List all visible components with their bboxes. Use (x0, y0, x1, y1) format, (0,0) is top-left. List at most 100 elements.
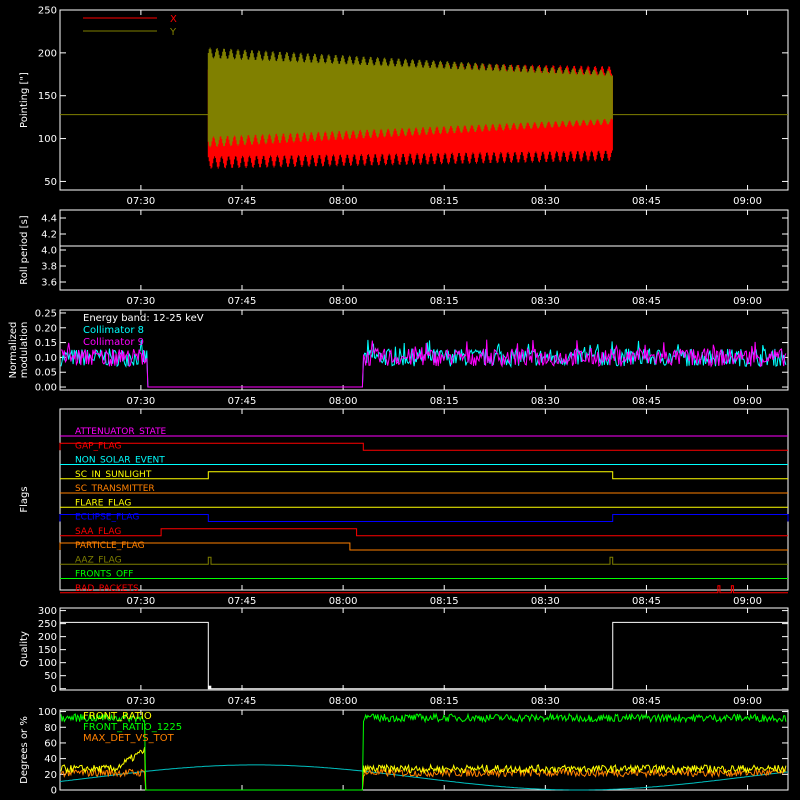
x-tick-label: 08:45 (632, 196, 661, 207)
x-tick-label: 08:30 (531, 296, 560, 307)
flag-trace (59, 442, 788, 451)
y-tick-label: 0.00 (35, 383, 57, 394)
flag-trace (60, 585, 788, 594)
legend-label: FRONT_RATIO (83, 711, 152, 722)
x-tick-label: 08:15 (430, 396, 459, 407)
flag-label: GAP_FLAG (75, 441, 121, 451)
y-tick-label: 0 (51, 786, 57, 797)
legend-label: MAX_DET_VS_TOT (83, 733, 175, 744)
x-tick-label: 08:45 (632, 696, 661, 707)
flag-label: AAZ_FLAG (75, 555, 122, 565)
panel-2: 07:30 07:45 08:00 08:15 08:30 08:45 09:00 3.6 3.… (19, 209, 789, 307)
y-tick-label: 150 (38, 91, 57, 102)
y-tick-label: 50 (44, 177, 57, 188)
y-tick-label: 40 (44, 754, 57, 765)
x-tick-label: 09:00 (733, 396, 762, 407)
flag-label: FLARE_FLAG (75, 498, 131, 508)
y-tick-label: 80 (44, 723, 57, 734)
x-tick-label: 08:30 (531, 196, 560, 207)
y-tick-label: 50 (44, 671, 57, 682)
legend-label: Collimator 9 (83, 337, 144, 348)
y-axis-label: Degrees or % (19, 716, 30, 784)
legend-label: X (170, 14, 177, 25)
flag-trace (60, 528, 788, 537)
y-tick-label: 0.20 (35, 323, 57, 334)
x-tick-label: 07:30 (126, 396, 155, 407)
x-tick-label: 07:45 (228, 296, 257, 307)
x-tick-label: 08:00 (329, 396, 358, 407)
flag-label: ECLIPSE_FLAG (75, 513, 139, 523)
x-tick-label: 07:30 (126, 296, 155, 307)
panel-frame (59, 709, 789, 791)
y-tick-label: 60 (44, 738, 57, 749)
y-tick-label: 3.6 (41, 278, 57, 289)
legend-label: Y (169, 27, 177, 38)
y-tick-label: 150 (38, 645, 57, 656)
panel-frame (59, 209, 789, 291)
flag-trace (59, 514, 789, 522)
flag-label: SC_TRANSMITTER (75, 484, 155, 494)
panel-frame (59, 607, 789, 691)
y-tick-label: 0.05 (35, 368, 57, 379)
x-tick-label: 08:45 (632, 596, 661, 607)
flag-label: NON_SOLAR_EVENT (75, 456, 165, 466)
y-axis-label: Roll period [s] (19, 215, 30, 284)
series-collimator-9-trace (60, 339, 787, 388)
panel-6: 0 20 40 60 80 100 Degrees or % FRONT_RATIOFRONT… (19, 707, 789, 797)
series-y-trace (207, 47, 613, 148)
flag-trace (60, 471, 788, 480)
front-ratio-1225-trace (60, 712, 787, 791)
x-tick-label: 07:30 (126, 696, 155, 707)
y-axis-label: Flags (19, 486, 30, 512)
y-tick-label: 3.8 (41, 262, 57, 273)
panel-frame (59, 408, 789, 591)
y-tick-label: 4.2 (41, 230, 57, 241)
legend-label: Collimator 8 (83, 325, 144, 336)
x-tick-label: 08:15 (430, 296, 459, 307)
flag-label: FRONTS_OFF (75, 570, 133, 580)
x-tick-label: 09:00 (733, 596, 762, 607)
y-tick-label: 250 (38, 619, 57, 630)
panel-5: 07:30 07:45 08:00 08:15 08:30 08:45 09:00 0 50 10… (19, 606, 789, 707)
y-tick-label: 200 (38, 632, 57, 643)
flag-label: SAA_FLAG (75, 527, 121, 537)
x-tick-label: 07:30 (126, 196, 155, 207)
sun-angle-trace (59, 764, 789, 791)
quality-marker (208, 685, 212, 689)
x-tick-label: 07:45 (228, 696, 257, 707)
y-tick-label: 250 (38, 6, 57, 17)
panel-4: 07:30 07:45 08:00 08:15 08:30 08:45 09:00 Flags… (19, 408, 789, 607)
x-tick-label: 09:00 (733, 196, 762, 207)
x-tick-label: 07:30 (126, 596, 155, 607)
flag-label: ATTENUATOR_STATE (75, 427, 167, 437)
x-tick-label: 07:45 (228, 196, 257, 207)
y-tick-label: 0.25 (35, 308, 57, 319)
legend-label: Energy band: 12-25 keV (83, 313, 204, 324)
y-axis-label: modulation (19, 322, 30, 379)
flag-trace (59, 542, 788, 551)
quality-trace (60, 621, 788, 690)
flag-label: SC_IN_SUNLIGHT (75, 470, 152, 480)
legend-label: FRONT_RATIO_1225 (83, 722, 182, 733)
y-tick-label: 300 (38, 606, 57, 617)
panel-frame (59, 309, 789, 391)
y-tick-label: 4.4 (41, 214, 57, 225)
y-tick-label: 100 (38, 134, 57, 145)
x-tick-label: 09:00 (733, 696, 762, 707)
y-tick-label: 0.10 (35, 353, 57, 364)
y-tick-label: 100 (38, 707, 57, 718)
x-tick-label: 08:30 (531, 696, 560, 707)
panel-frame (59, 9, 789, 191)
y-tick-label: 0 (51, 684, 57, 695)
y-axis-label: Quality (19, 631, 30, 667)
flag-trace (60, 556, 788, 565)
flag-label: PARTICLE_FLAG (75, 541, 145, 551)
y-tick-label: 0.15 (35, 338, 57, 349)
x-tick-label: 08:15 (430, 196, 459, 207)
x-tick-label: 09:00 (733, 296, 762, 307)
panel-1: 07:30 07:45 08:00 08:15 08:30 08:45 09:00 50 100… (19, 6, 789, 207)
x-tick-label: 07:45 (228, 396, 257, 407)
x-tick-label: 08:15 (430, 596, 459, 607)
y-axis-label: Normalized (8, 322, 19, 379)
